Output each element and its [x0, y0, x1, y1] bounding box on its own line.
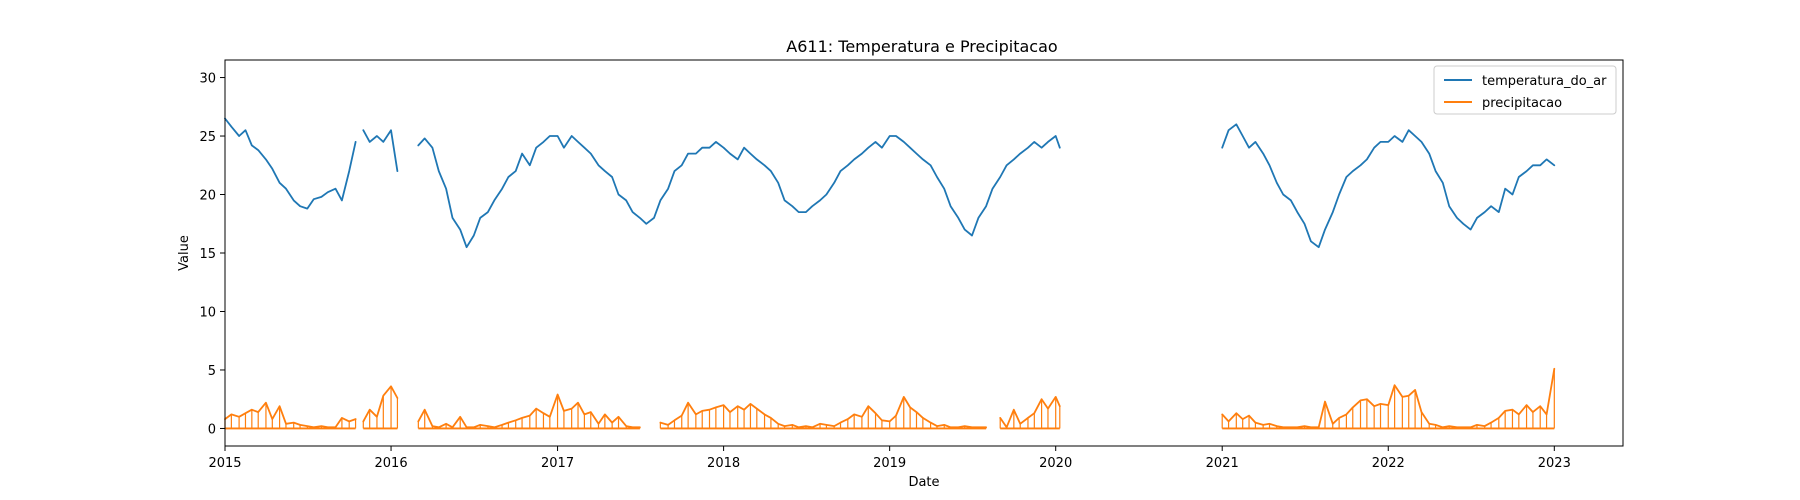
x-axis: 2015 2016 2017 2018 2019 2020 2021 2022 2023 — [208, 446, 1571, 471]
y-tick-label-20: 20 — [199, 189, 216, 204]
series-line-temperatura_do_ar-segment-1 — [224, 117, 357, 210]
y-tick-label-0: 0 — [208, 422, 216, 437]
y-tick-label-25: 25 — [199, 130, 216, 145]
y-tick-label-5: 5 — [208, 364, 216, 379]
legend-box — [1433, 65, 1617, 115]
plot-area — [224, 117, 1556, 430]
x-tick-label-2021: 2021 — [1206, 456, 1239, 471]
x-tick-label-2023: 2023 — [1538, 456, 1571, 471]
y-tick-label-30: 30 — [199, 72, 216, 87]
y-axis: 0 5 10 15 20 25 30 — [199, 72, 225, 437]
legend-label-temperatura_do_ar: temperatura_do_ar — [1482, 74, 1607, 89]
x-tick-label-2022: 2022 — [1372, 456, 1405, 471]
x-tick-label-2017: 2017 — [541, 456, 574, 471]
series-line-precipitacao-segment-2 — [362, 385, 399, 423]
x-tick-label-2020: 2020 — [1039, 456, 1072, 471]
series-line-temperatura_do_ar-segment-3 — [417, 135, 1061, 249]
series-line-precipitacao-segment-5 — [999, 395, 1061, 429]
legend: temperatura_do_ar precipitacao — [1433, 65, 1617, 115]
series-line-precipitacao-segment-4 — [659, 395, 987, 429]
y-axis-label: Value — [177, 235, 192, 271]
x-tick-label-2015: 2015 — [208, 456, 241, 471]
y-tick-label-10: 10 — [199, 305, 216, 320]
x-tick-label-2019: 2019 — [873, 456, 906, 471]
chart-title: A611: Temperatura e Precipitacao — [786, 37, 1057, 56]
x-tick-label-2016: 2016 — [375, 456, 408, 471]
series-line-precipitacao-segment-1 — [224, 401, 357, 429]
x-tick-label-2018: 2018 — [707, 456, 740, 471]
x-axis-label: Date — [908, 475, 939, 490]
y-tick-label-15: 15 — [199, 247, 216, 262]
series-line-temperatura_do_ar-segment-4 — [1221, 123, 1556, 249]
legend-label-precipitacao: precipitacao — [1482, 96, 1562, 111]
series-line-temperatura_do_ar-segment-2 — [362, 129, 399, 173]
